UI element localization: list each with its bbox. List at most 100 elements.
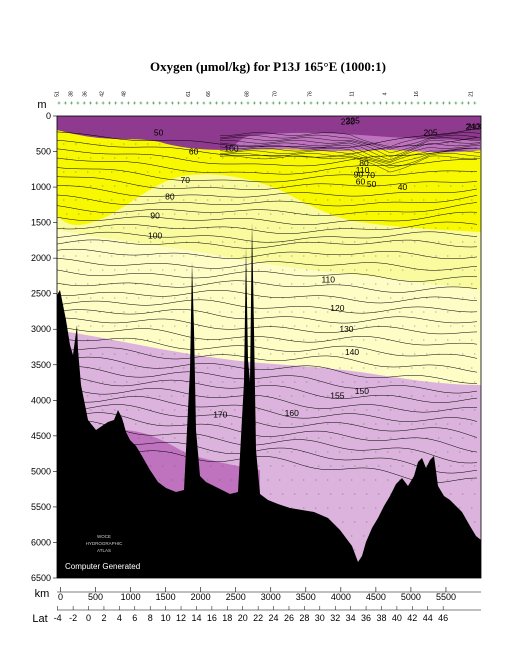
sample-dot	[126, 241, 128, 243]
sample-dot	[315, 171, 317, 173]
station-label: 70	[272, 91, 278, 97]
station-cross	[89, 101, 92, 105]
sample-dot	[342, 353, 344, 355]
sample-dot	[111, 227, 113, 229]
sample-dot	[291, 395, 293, 397]
station-label: 36	[82, 91, 88, 97]
sample-dot	[111, 339, 113, 341]
depth-tick-label: 2000	[31, 253, 51, 263]
sample-dot	[99, 367, 101, 369]
sample-dot	[90, 353, 92, 355]
sample-dot	[342, 437, 344, 439]
sample-dot	[471, 423, 473, 425]
sample-dot	[423, 367, 425, 369]
sample-dot	[474, 129, 476, 131]
sample-dot	[147, 143, 149, 145]
sample-dot	[102, 381, 104, 383]
station-cross	[391, 101, 395, 105]
sample-dot	[294, 269, 296, 271]
depth-tick-label: 3000	[31, 324, 51, 334]
sample-dot	[90, 381, 92, 383]
sample-dot	[207, 227, 209, 229]
sample-dot	[210, 437, 212, 439]
sample-dot	[450, 185, 452, 187]
sample-dot	[447, 367, 449, 369]
sample-dot	[447, 395, 449, 397]
sample-dot	[459, 339, 461, 341]
sample-dot	[363, 535, 365, 537]
sample-dot	[186, 297, 188, 299]
sample-dot	[258, 437, 260, 439]
latitude-axis-label: Lat	[32, 613, 47, 625]
sample-dot	[315, 507, 317, 509]
sample-dot	[402, 269, 404, 271]
sample-dot	[123, 227, 125, 229]
sample-dot	[150, 297, 152, 299]
sample-dot	[198, 213, 200, 215]
latitude-tick-label: 36	[361, 613, 371, 623]
latitude-tick-label: 10	[161, 613, 171, 623]
sample-dot	[351, 507, 353, 509]
sample-dot	[378, 269, 380, 271]
sample-dot	[378, 353, 380, 355]
sample-dot	[459, 395, 461, 397]
sample-dot	[270, 381, 272, 383]
sample-dot	[447, 143, 449, 145]
depth-tick-label: 1500	[31, 218, 51, 228]
contour-label: 60	[189, 147, 199, 157]
sample-dot	[114, 297, 116, 299]
sample-dot	[363, 143, 365, 145]
station-cross	[278, 101, 281, 105]
latitude-tick-label: 4	[117, 613, 122, 623]
sample-dot	[471, 395, 473, 397]
sample-dot	[102, 185, 104, 187]
sample-dot	[186, 213, 188, 215]
depth-axis: m 0 500 1000 1500 2000 2500 3000 3500 4000 4500 50…	[31, 99, 57, 583]
sample-dot	[222, 325, 224, 327]
sample-dot	[423, 395, 425, 397]
sample-dot	[354, 297, 356, 299]
sample-dot	[411, 367, 413, 369]
contour-label: 110	[356, 165, 370, 175]
sample-dot	[462, 325, 464, 327]
station-cross	[347, 101, 351, 105]
sample-dot	[390, 213, 392, 215]
sample-dot	[90, 409, 92, 411]
latitude-axis: Lat -4 -2 0 2 4 6 8 10 12 14 16 18 20 22 24 26 28 30 32 34 3…	[32, 606, 481, 625]
depth-tick-label: 5000	[31, 466, 51, 476]
sample-dot	[330, 325, 332, 327]
sample-dot	[150, 353, 152, 355]
sample-dot	[354, 353, 356, 355]
station-cross	[259, 101, 263, 105]
sample-dot	[450, 241, 452, 243]
sample-dot	[198, 241, 200, 243]
sample-dot	[390, 409, 392, 411]
station-label: 48	[122, 91, 128, 97]
sample-dot	[435, 283, 437, 285]
sample-dot	[318, 269, 320, 271]
sample-dot	[123, 395, 125, 397]
distance-tick-label: 4500	[366, 592, 386, 602]
sample-dot	[363, 367, 365, 369]
atlas-stamp: WOCE HYDROGRAPHIC ATLAS Computer Generat…	[65, 534, 140, 571]
sample-dot	[186, 157, 188, 159]
sample-dot	[291, 199, 293, 201]
distance-tick-label: 4000	[331, 592, 351, 602]
sample-dot	[99, 255, 101, 257]
sample-dot	[279, 255, 281, 257]
sample-dot	[339, 283, 341, 285]
sample-dot	[402, 129, 404, 131]
sample-dot	[150, 241, 152, 243]
sample-dot	[435, 311, 437, 313]
sample-dot	[255, 283, 257, 285]
sample-dot	[438, 297, 440, 299]
sample-dot	[315, 255, 317, 257]
sample-dot	[294, 409, 296, 411]
sample-dot	[162, 353, 164, 355]
contour-line	[56, 404, 478, 438]
latitude-tick-label: -4	[54, 613, 62, 623]
station-cross	[290, 101, 294, 105]
sample-dot	[450, 129, 452, 131]
sample-dot	[207, 199, 209, 201]
station-cross	[189, 101, 193, 105]
